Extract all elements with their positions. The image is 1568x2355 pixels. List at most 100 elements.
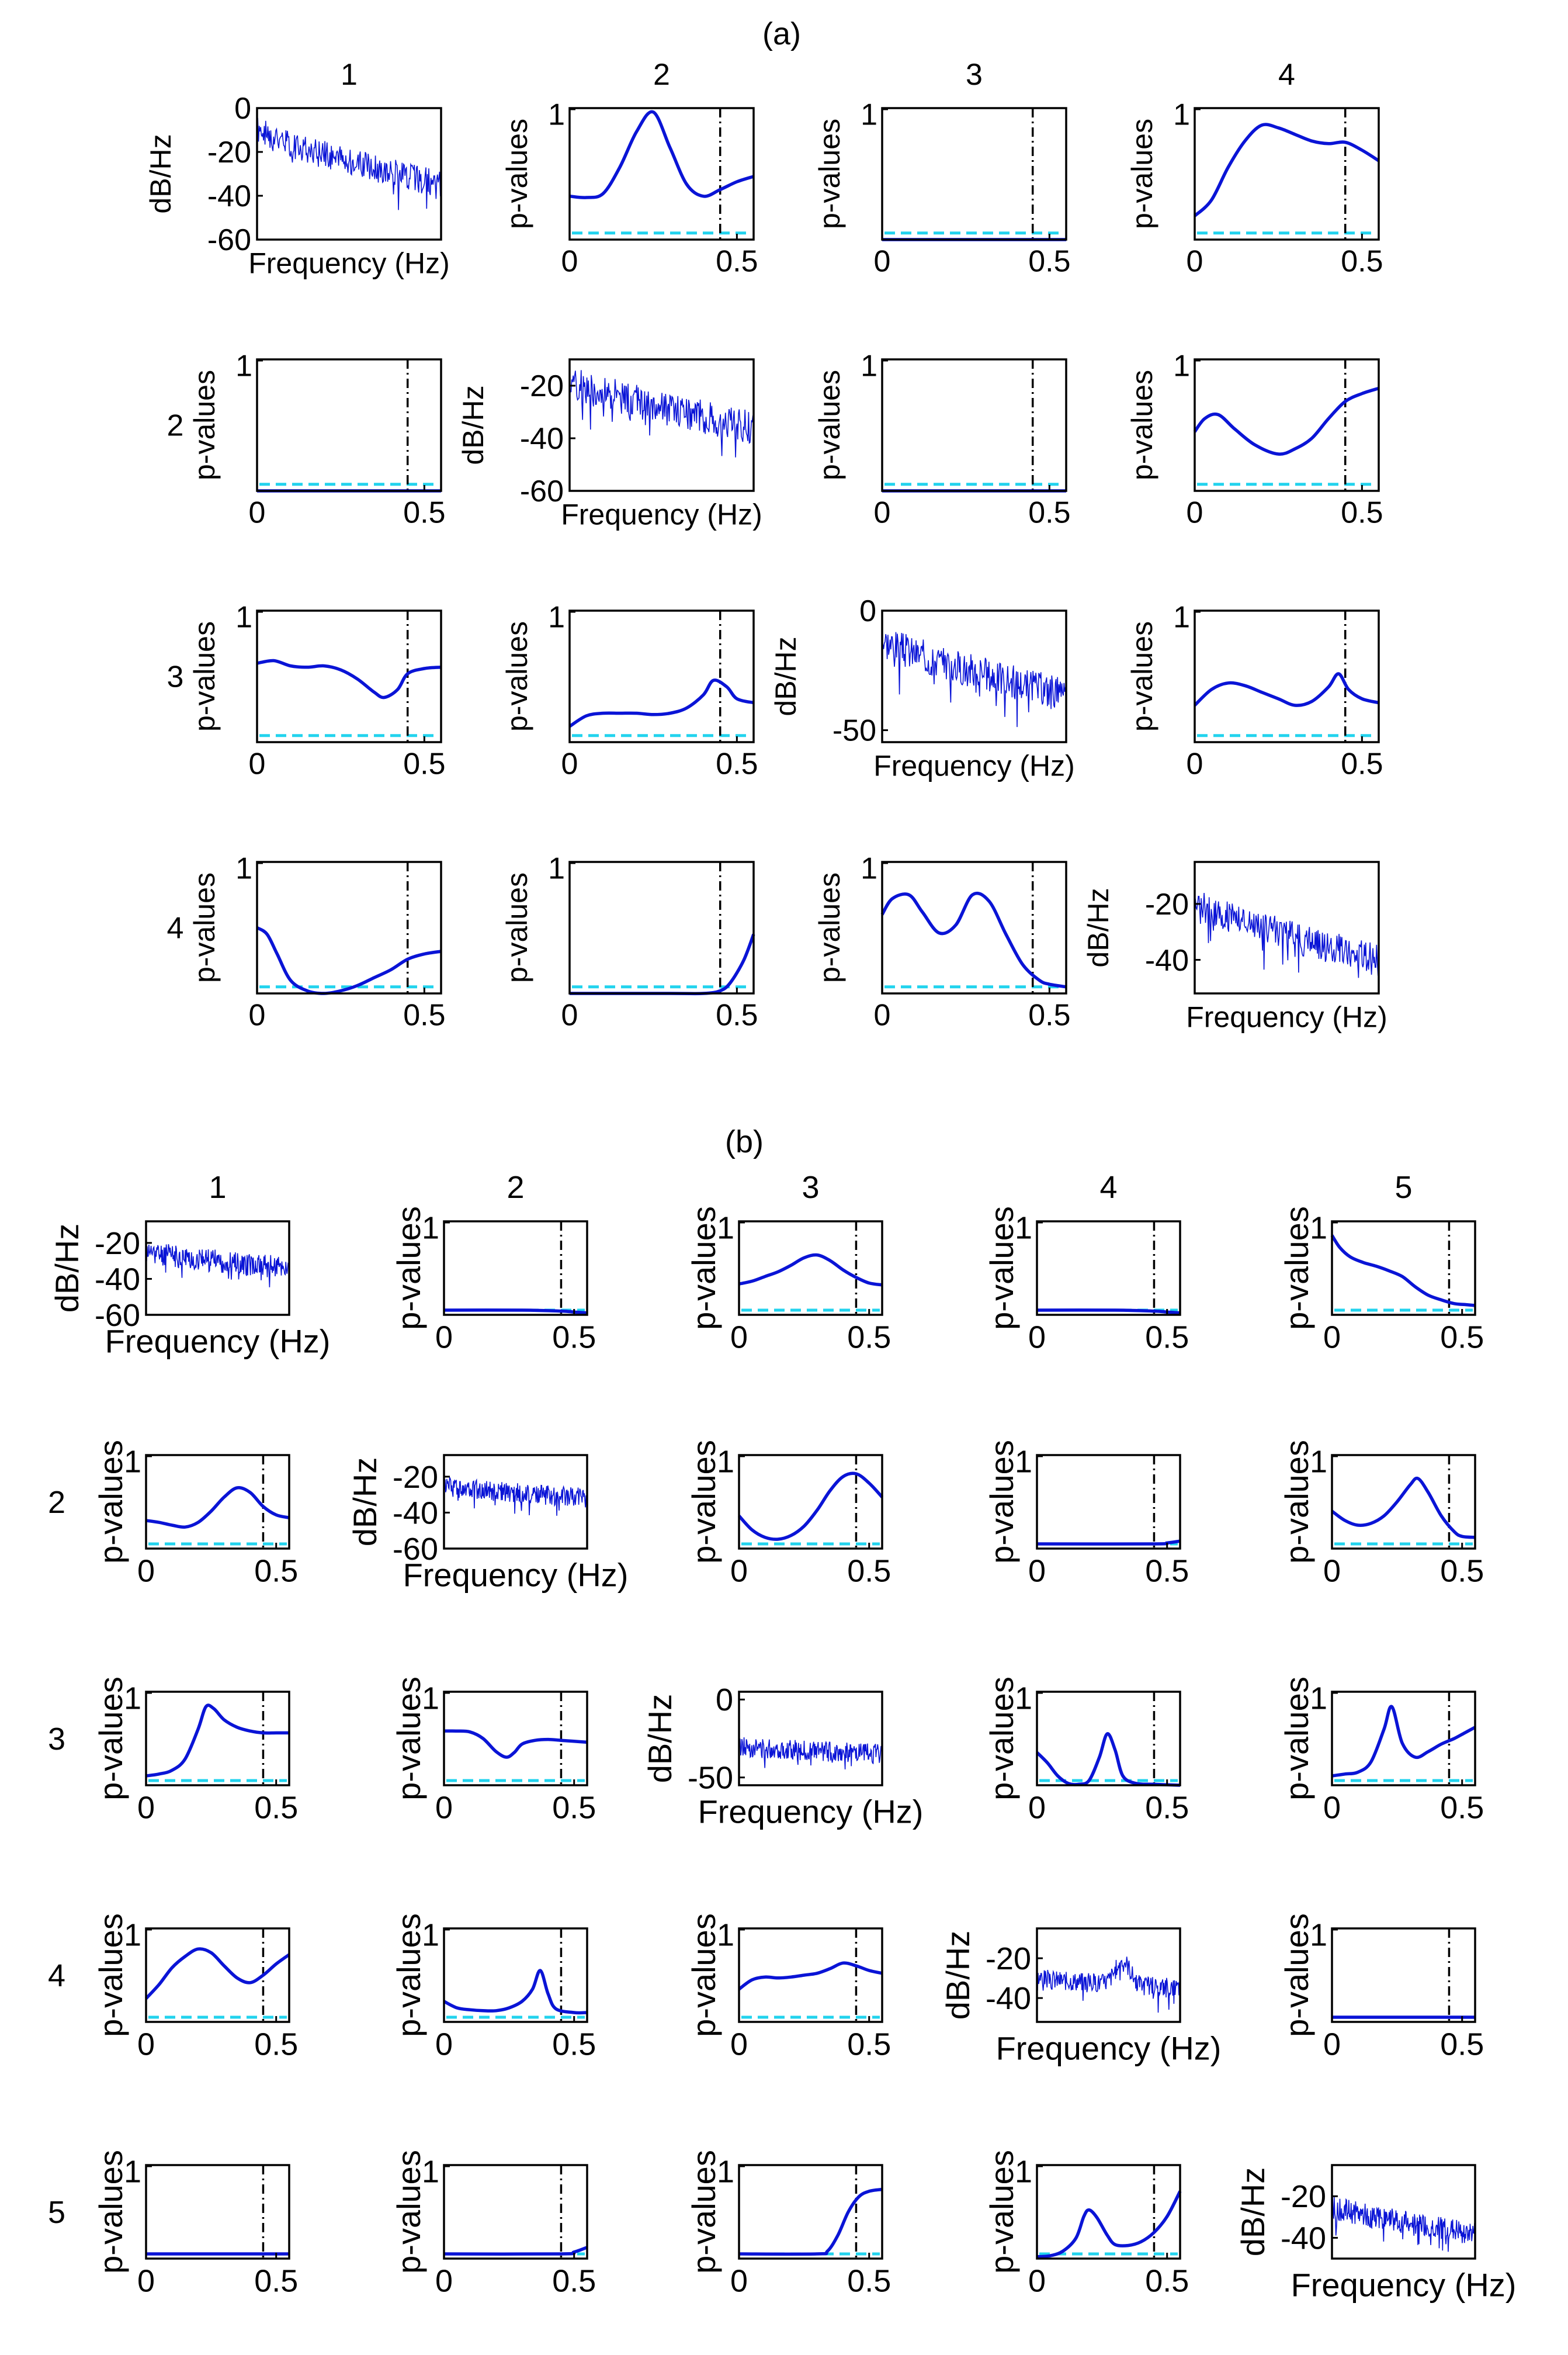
panel-a-cell-2-3-ytick-label: 1 <box>861 349 877 383</box>
panel-b-cell-2-1-frame <box>145 1454 290 1550</box>
panel-b-cell-5-3-xtick-label: 0 <box>730 2264 748 2299</box>
panel-b-cell-2-3-ylabel: p-values <box>685 1440 722 1564</box>
panel-b-cell-2-1-pvalue-curve <box>145 1486 290 1529</box>
panel-b-cell-3-2-ytick-label: 1 <box>422 1681 439 1716</box>
panel-b-cell-3-2-pvalue-curve <box>443 1729 588 1759</box>
panel-b-cell-1-5-xtick-label: 0.5 <box>1440 1320 1484 1355</box>
panel-b-cell-5-3-ytick-label: 1 <box>717 2155 734 2190</box>
panel-a-cell-2-2-spectrum-line <box>569 370 754 458</box>
panel-a-cell-2-2-ylabel: dB/Hz <box>457 385 490 465</box>
panel-b-cell-3-2-ylabel: p-values <box>390 1677 427 1800</box>
panel-a-cell-1-1-ytick-label: -60 <box>207 223 251 257</box>
panel-a-cell-1-3-xtick-label: 0 <box>874 245 891 279</box>
panel-b-cell-5-1-frame <box>145 2164 290 2260</box>
panel-b-cell-4-5-frame <box>1331 1927 1476 2023</box>
panel-b-cell-3-1-ytick-label: 1 <box>124 1681 141 1716</box>
panel-a-cell-2-4-xtick-label: 0.5 <box>1341 496 1383 530</box>
panel-a-cell-3-3-ylabel: dB/Hz <box>769 636 802 716</box>
panel-b-cell-4-5-ylabel: p-values <box>1278 1913 1315 2037</box>
panel-b-cell-3-5-ylabel: p-values <box>1278 1677 1315 1800</box>
panel-b-cell-1-3-xtick-label: 0.5 <box>847 1320 891 1355</box>
panel-b-cell-1-5-xtick-label: 0 <box>1323 1320 1341 1355</box>
panel-b-cell-2-2-xlabel: Frequency (Hz) <box>403 1556 629 1593</box>
panel-a-cell-1-2-xtick-label: 0 <box>561 245 578 279</box>
panel-b-cell-4-3-pvalue-curve <box>738 1961 883 1991</box>
panel-a-cell-4-3-pvalue-curve <box>880 891 1067 989</box>
panel-b-title: (b) <box>725 1124 764 1159</box>
panel-b-cell-3-3-ytick-label: -50 <box>688 1761 733 1796</box>
panel-a-cell-3-4-xtick-label: 0.5 <box>1341 747 1383 781</box>
panel-b-cell-5-3-frame <box>738 2164 883 2260</box>
panel-a-cell-1-1-frame <box>256 107 442 241</box>
panel-b-cell-5-4-xtick-label: 0.5 <box>1145 2264 1189 2299</box>
panel-a-cell-2-1-ytick-label: 1 <box>235 349 252 383</box>
panel-b-cell-1-1-frame <box>145 1220 290 1316</box>
panel-a-cell-2-3-frame <box>881 358 1067 492</box>
panel-b-cell-3-4-xtick-label: 0.5 <box>1145 1791 1189 1826</box>
panel-b-cell-1-4-ylabel: p-values <box>983 1206 1020 1330</box>
panel-b-cell-2-2-ylabel: dB/Hz <box>346 1457 383 1547</box>
panel-a-cell-1-3-ylabel: p-values <box>813 119 846 229</box>
panel-a-cell-3-1-ytick-label: 1 <box>235 601 252 635</box>
panel-b-column-label: 1 <box>209 1170 226 1205</box>
panel-b-row-label: 2 <box>48 1485 65 1520</box>
panel-a-cell-4-3-xtick-label: 0 <box>874 999 891 1033</box>
panel-b-column-label: 5 <box>1394 1170 1412 1205</box>
panel-a-cell-1-3-ytick-label: 1 <box>861 98 877 132</box>
panel-a-cell-3-1-ylabel: p-values <box>188 621 221 732</box>
panel-b-cell-2-2-ytick-label: -20 <box>393 1460 438 1495</box>
panel-b-cell-3-1-frame <box>145 1691 290 1786</box>
panel-b-cell-3-5-frame <box>1331 1691 1476 1786</box>
panel-b-cell-3-3-ylabel: dB/Hz <box>641 1694 678 1783</box>
panel-a-cell-1-4-xtick-label: 0.5 <box>1341 245 1383 279</box>
panel-b-cell-2-4-pvalue-curve <box>1036 1539 1181 1546</box>
panel-b-cell-3-4-frame <box>1036 1691 1181 1786</box>
panel-b-cell-4-2-ytick-label: 1 <box>422 1918 439 1953</box>
panel-b-cell-1-2-pvalue-curve <box>443 1308 588 1315</box>
panel-b-cell-5-1-xtick-label: 0.5 <box>254 2264 298 2299</box>
panel-b-cell-5-5-ytick-label: -20 <box>1281 2179 1326 2214</box>
panel-a-cell-3-1-frame <box>256 609 442 743</box>
panel-a-cell-1-1-ytick-label: -20 <box>207 136 251 169</box>
panel-a-cell-3-4-xtick-label: 0 <box>1187 747 1203 781</box>
panel-b-cell-4-1-frame <box>145 1927 290 2023</box>
panel-b-cell-5-4-ytick-label: 1 <box>1015 2155 1032 2190</box>
panel-a-cell-2-1-xtick-label: 0 <box>249 496 266 530</box>
panel-b-cell-5-3-pvalue-curve <box>738 2187 883 2256</box>
panel-b-cell-1-1-ytick-label: -60 <box>95 1298 140 1333</box>
panel-b-cell-3-1-ylabel: p-values <box>92 1677 129 1800</box>
panel-b-cell-5-1-xtick-label: 0 <box>137 2264 155 2299</box>
panel-a-cell-2-2-frame <box>568 358 755 492</box>
panel-a-cell-1-1-xlabel: Frequency (Hz) <box>248 247 450 280</box>
panel-b-cell-3-5-pvalue-curve <box>1331 1705 1476 1778</box>
panel-b-cell-5-5-ylabel: dB/Hz <box>1234 2167 1271 2257</box>
panel-b-cell-5-1-ytick-label: 1 <box>124 2155 141 2190</box>
panel-a-cell-2-1-frame <box>256 358 442 492</box>
panel-b-cell-2-4-frame <box>1036 1454 1181 1550</box>
panel-a-cell-2-1-xtick-label: 0.5 <box>403 496 445 530</box>
panel-a-cell-1-1-ytick-label: 0 <box>234 92 251 126</box>
panel-a-cell-3-2-pvalue-curve <box>568 678 754 728</box>
panel-b-cell-1-2-ytick-label: 1 <box>422 1211 439 1246</box>
panel-a-cell-4-4-spectrum-line <box>1194 893 1379 978</box>
panel-b-cell-3-5-ytick-label: 1 <box>1310 1681 1327 1716</box>
panel-b-cell-5-2-ytick-label: 1 <box>422 2155 439 2190</box>
panel-b-cell-1-3-xtick-label: 0 <box>730 1320 748 1355</box>
panel-b-cell-3-4-xtick-label: 0 <box>1028 1791 1046 1826</box>
panel-b-cell-1-2-frame <box>443 1220 588 1316</box>
panel-a-cell-4-1-ylabel: p-values <box>188 872 221 983</box>
panel-b-cell-3-3-frame <box>738 1691 883 1786</box>
panel-b-cell-2-3-ytick-label: 1 <box>717 1445 734 1480</box>
panel-b-cell-4-4-spectrum-line <box>1036 1956 1181 2013</box>
panel-b-cell-1-1-xlabel: Frequency (Hz) <box>105 1322 331 1359</box>
panel-a-cell-1-1-ylabel: dB/Hz <box>144 134 177 213</box>
panel-b-cell-4-4-xlabel: Frequency (Hz) <box>996 2030 1222 2066</box>
panel-b-cell-3-2-frame <box>443 1691 588 1786</box>
panel-a-cell-4-1-xtick-label: 0 <box>249 999 266 1033</box>
panel-a-cell-3-4-ylabel: p-values <box>1126 621 1158 732</box>
panel-b-cell-1-3-pvalue-curve <box>738 1253 883 1287</box>
panel-b-cell-2-1-xtick-label: 0.5 <box>254 1554 298 1589</box>
panel-a-cell-3-4-ytick-label: 1 <box>1173 601 1190 635</box>
